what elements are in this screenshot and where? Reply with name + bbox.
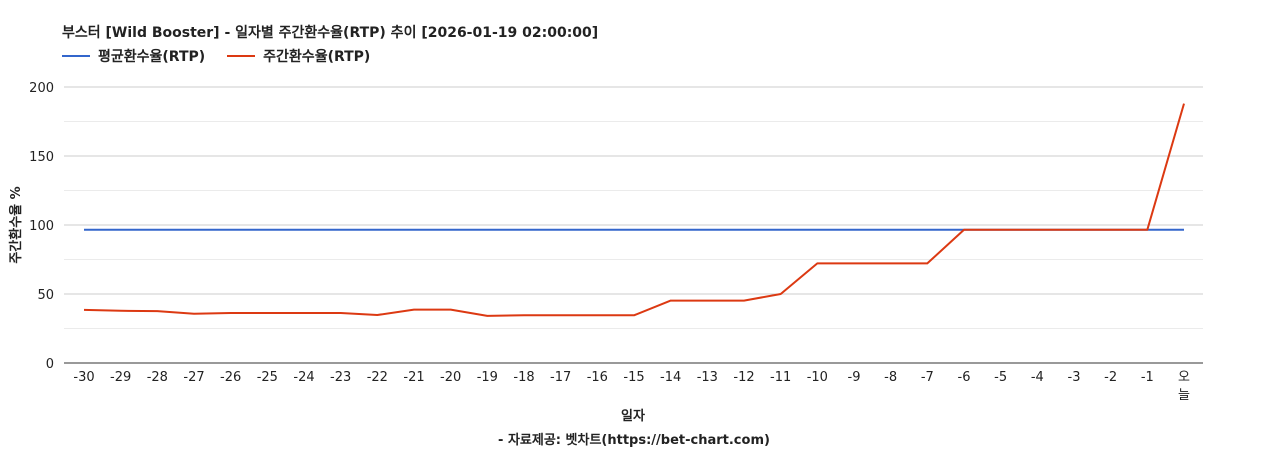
x-tick-label: -22 bbox=[367, 370, 388, 385]
x-tick-label: -8 bbox=[884, 370, 897, 385]
legend-swatch-weekly bbox=[227, 55, 256, 57]
series-line-weekly-rtp bbox=[83, 103, 1185, 317]
x-tick-label: -28 bbox=[147, 370, 168, 385]
x-tick-label: -29 bbox=[110, 370, 131, 385]
x-axis-tick-labels: -30 -29 -28 -27 -26 -25 -24 -23 -22 -21 -20 -19 -18 -… bbox=[73, 370, 1190, 403]
x-tick-label: -12 bbox=[733, 370, 754, 385]
x-tick-label: -23 bbox=[330, 370, 351, 385]
series-lines bbox=[83, 103, 1185, 317]
legend-label-weekly: 주간환수율(RTP) bbox=[263, 49, 371, 65]
legend-item-average-rtp[interactable]: 평균환수율(RTP) bbox=[62, 46, 205, 66]
y-axis-title: 주간환수율 % bbox=[8, 186, 24, 263]
x-tick-label: -3 bbox=[1068, 370, 1081, 385]
y-tick-label: 0 bbox=[46, 357, 54, 372]
legend-item-weekly-rtp[interactable]: 주간환수율(RTP) bbox=[227, 46, 370, 66]
x-tick-label: -2 bbox=[1104, 370, 1117, 385]
x-tick-label: -10 bbox=[807, 370, 828, 385]
y-tick-label: 100 bbox=[29, 219, 54, 234]
x-tick-label: -6 bbox=[958, 370, 971, 385]
x-tick-label: -26 bbox=[220, 370, 241, 385]
x-tick-label: -24 bbox=[293, 370, 314, 385]
legend-label-average: 평균환수율(RTP) bbox=[98, 49, 206, 65]
y-tick-label: 150 bbox=[29, 150, 54, 165]
x-tick-label: -17 bbox=[550, 370, 571, 385]
x-tick-label: -1 bbox=[1141, 370, 1154, 385]
x-tick-label: -27 bbox=[183, 370, 204, 385]
x-tick-label: -25 bbox=[257, 370, 278, 385]
legend-swatch-average bbox=[62, 55, 90, 57]
chart-title: 부스터 [Wild Booster] - 일자별 주간환수율(RTP) 추이 [… bbox=[62, 25, 599, 41]
x-tick-label: -21 bbox=[403, 370, 424, 385]
x-tick-label: -30 bbox=[73, 370, 94, 385]
x-tick-label: -4 bbox=[1031, 370, 1044, 385]
x-tick-label: -16 bbox=[587, 370, 608, 385]
x-tick-label: -18 bbox=[513, 370, 534, 385]
x-tick-label: -5 bbox=[994, 370, 1007, 385]
y-tick-label: 200 bbox=[29, 81, 54, 96]
x-tick-label: -11 bbox=[770, 370, 791, 385]
x-axis-title: 일자 bbox=[621, 409, 645, 424]
x-tick-label: -13 bbox=[697, 370, 718, 385]
x-tick-label: -9 bbox=[848, 370, 861, 385]
x-tick-label: -15 bbox=[623, 370, 644, 385]
gridlines bbox=[64, 86, 1203, 329]
y-axis-tick-labels: 0 50 100 150 200 bbox=[29, 81, 54, 372]
y-tick-label: 50 bbox=[37, 288, 54, 303]
x-tick-label: -14 bbox=[660, 370, 681, 385]
legend: 평균환수율(RTP) 주간환수율(RTP) bbox=[62, 46, 370, 66]
source-credit: - 자료제공: 벳차트(https://bet-chart.com) bbox=[498, 433, 770, 448]
x-tick-label: -20 bbox=[440, 370, 461, 385]
x-tick-label: -7 bbox=[921, 370, 934, 385]
x-tick-label: -19 bbox=[477, 370, 498, 385]
